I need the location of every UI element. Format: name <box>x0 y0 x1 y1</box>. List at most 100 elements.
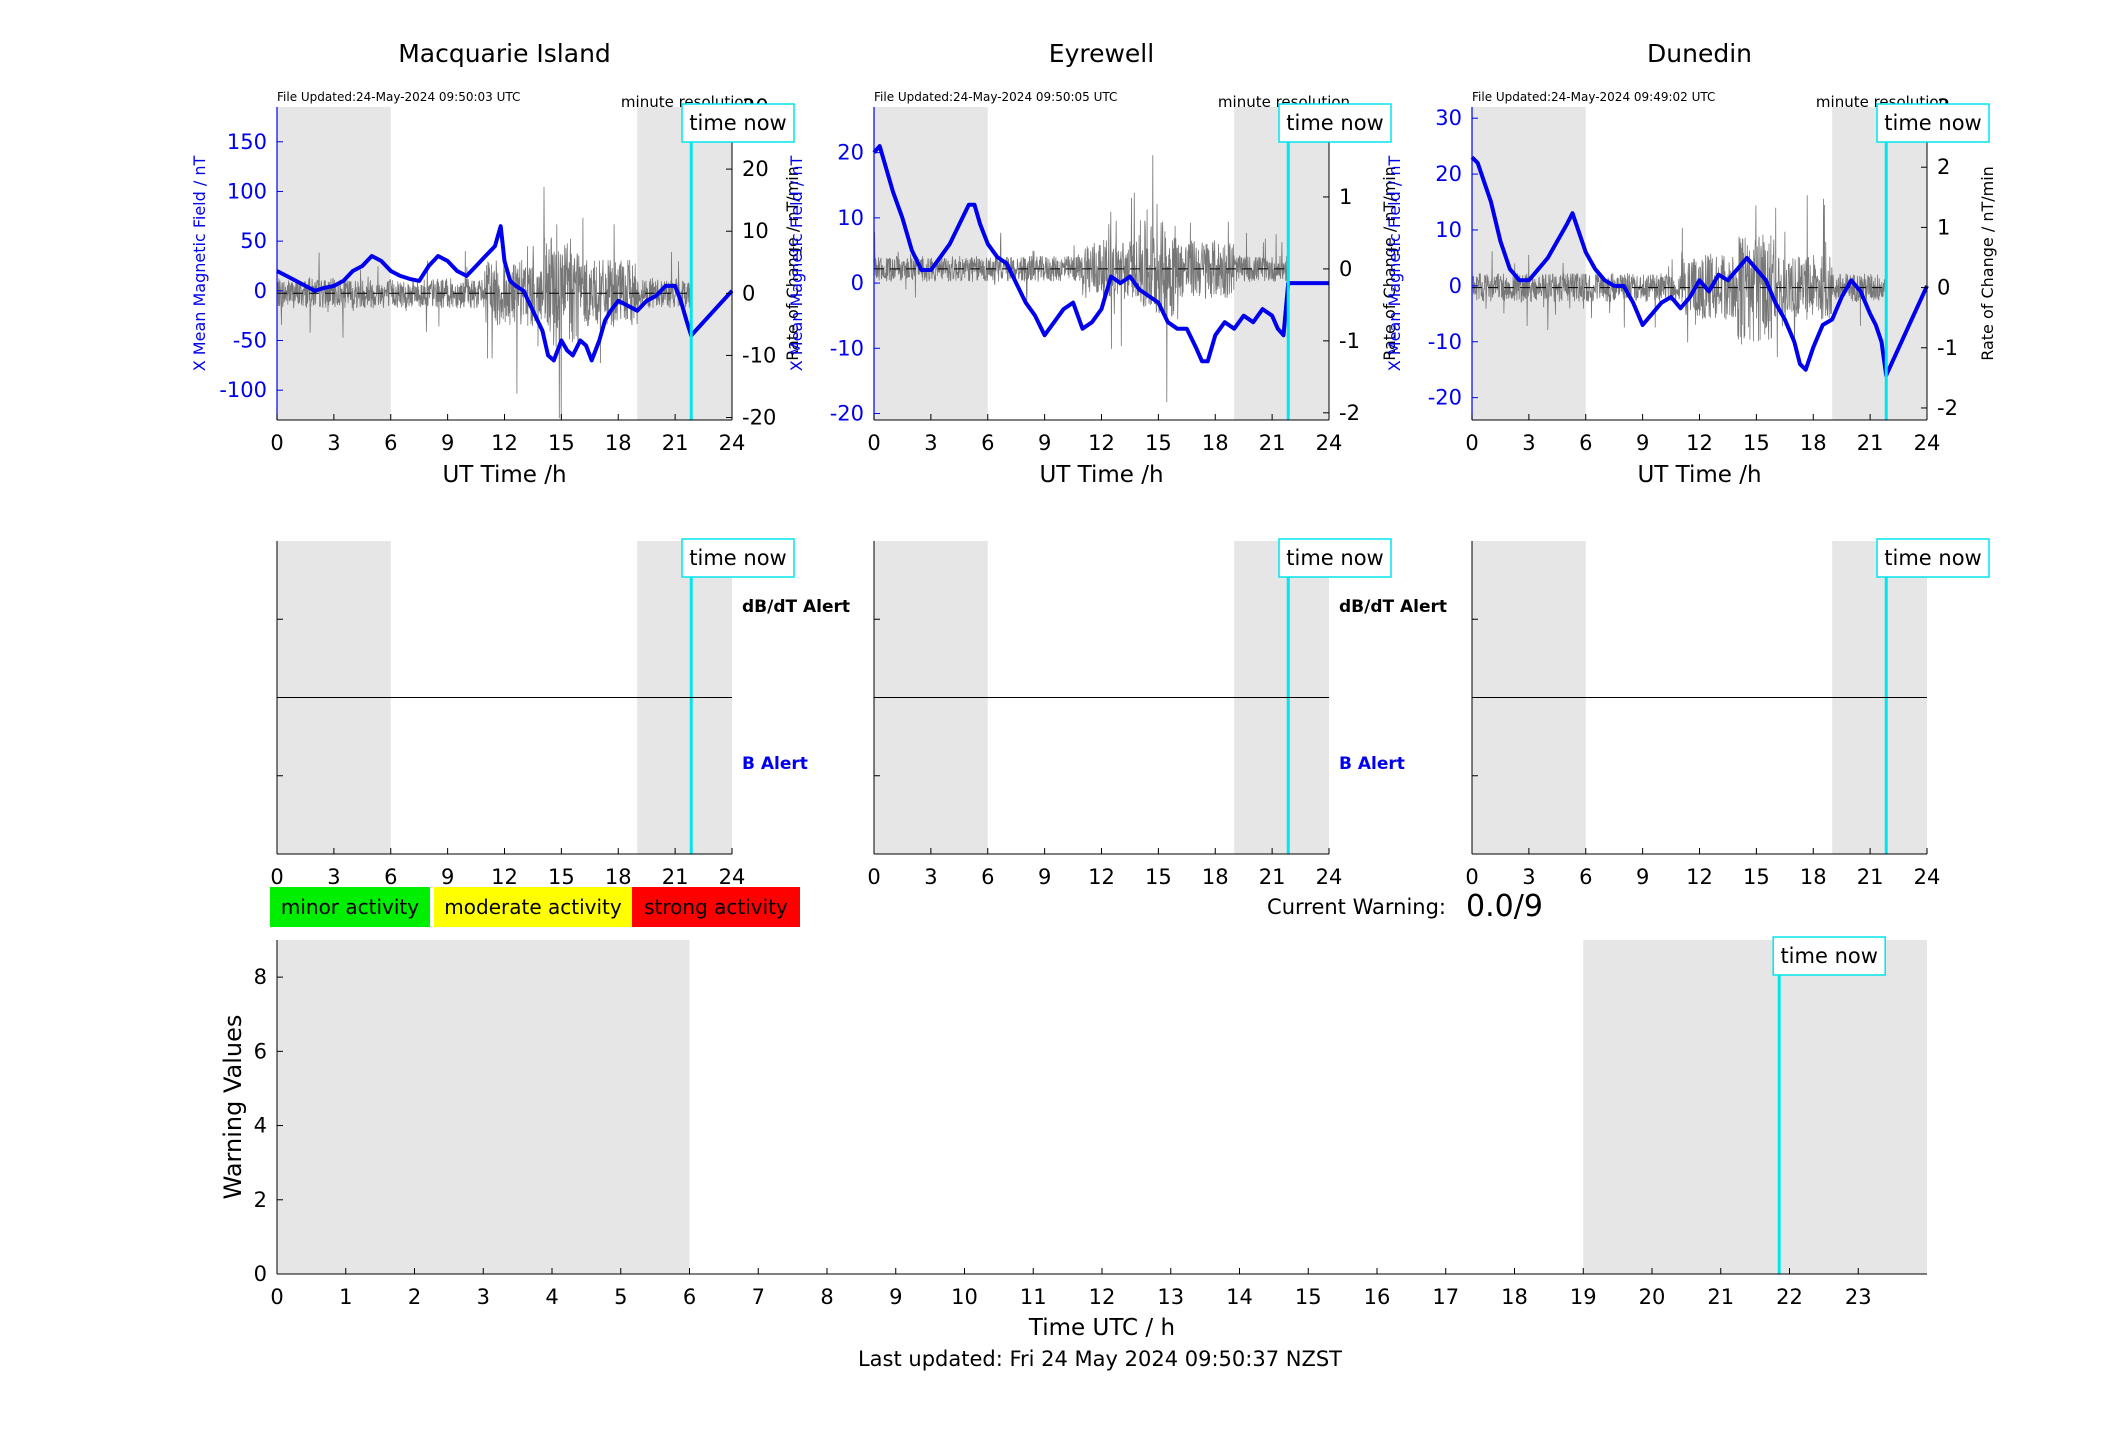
station-0-alert-x-tick-label: 24 <box>719 865 746 889</box>
warning-x-tick-label: 17 <box>1432 1285 1459 1309</box>
warning-night-band <box>1583 940 1927 1274</box>
station-2-field-line <box>1470 155 1929 378</box>
station-1-field-tick-label: 0 <box>851 271 864 295</box>
station-1-rate-trace <box>873 155 1289 403</box>
warning-y-label: Warning Values <box>219 1015 247 1200</box>
station-0-rate-tick-label: 0 <box>742 281 755 305</box>
station-0-x-tick-label: 15 <box>548 431 575 455</box>
station-1-x-tick-label: 18 <box>1202 431 1229 455</box>
legend-minor-swatch <box>270 887 430 927</box>
station-0-field-tick-label: -100 <box>219 378 267 402</box>
station-2-x-tick-label: 3 <box>1522 431 1535 455</box>
station-0-title: Macquarie Island <box>398 39 611 68</box>
warning-x-tick-label: 12 <box>1089 1285 1116 1309</box>
station-2-x-label: UT Time /h <box>1637 462 1761 488</box>
station-0-time-now-label: time now <box>689 111 786 135</box>
station-0-field-tick-label: 150 <box>227 130 267 154</box>
station-0-alert-x-tick-label: 9 <box>441 865 454 889</box>
station-2-alert-x-tick-label: 24 <box>1914 865 1941 889</box>
station-2-time-now-label: time now <box>1884 111 1981 135</box>
legend-moderate-label: moderate activity <box>444 895 622 919</box>
warning-x-tick-label: 7 <box>752 1285 765 1309</box>
station-0-alert-x-tick-label: 15 <box>548 865 575 889</box>
warning-y-tick-label: 0 <box>254 1262 267 1286</box>
station-0-field-tick-label: -50 <box>233 329 267 353</box>
station-1-rate-tick-label: 1 <box>1339 185 1352 209</box>
warning-y-tick-label: 8 <box>254 965 267 989</box>
station-1-x-tick-label: 3 <box>924 431 937 455</box>
warning-x-tick-label: 22 <box>1776 1285 1803 1309</box>
station-0-field-tick-label: 100 <box>227 179 267 203</box>
station-2-alert-x-tick-label: 21 <box>1857 865 1884 889</box>
station-2-field-tick-label: 20 <box>1435 162 1462 186</box>
station-0-x-tick-label: 3 <box>327 431 340 455</box>
station-1-x-tick-label: 0 <box>867 431 880 455</box>
station-0-alert-time-now-label: time now <box>689 546 786 570</box>
station-2-field-tick-label: 0 <box>1449 274 1462 298</box>
warning-x-tick-label: 13 <box>1157 1285 1184 1309</box>
warning-x-tick-label: 8 <box>820 1285 833 1309</box>
station-0-rate-tick-label: 10 <box>742 219 769 243</box>
station-0-rate-trace <box>276 186 692 419</box>
station-2-x-tick-label: 0 <box>1465 431 1478 455</box>
footer-last-updated: Last updated: Fri 24 May 2024 09:50:37 N… <box>858 1347 1342 1371</box>
station-0-alert-x-tick-label: 12 <box>491 865 518 889</box>
station-1-rate-tick-label: -1 <box>1339 329 1360 353</box>
station-1-y-label-right: Rate of Change / nT/min <box>1380 166 1399 361</box>
station-2-rate-trace <box>1471 195 1887 358</box>
station-0-x-tick-label: 9 <box>441 431 454 455</box>
station-1-b-alert: B Alert <box>1339 754 1405 774</box>
warning-x-tick-label: 0 <box>270 1285 283 1309</box>
station-0-x-tick-label: 21 <box>662 431 689 455</box>
station-0-field-tick-label: 0 <box>254 279 267 303</box>
station-1-x-tick-label: 9 <box>1038 431 1051 455</box>
station-2-night-band <box>1832 107 1927 420</box>
station-1-field-tick-label: 10 <box>837 206 864 230</box>
station-2-file-updated: File Updated:24-May-2024 09:49:02 UTC <box>1472 90 1715 104</box>
station-1-x-tick-label: 12 <box>1088 431 1115 455</box>
station-1-alert-x-tick-label: 6 <box>981 865 994 889</box>
station-2-x-tick-label: 21 <box>1857 431 1884 455</box>
station-2-x-tick-label: 18 <box>1800 431 1827 455</box>
station-1-x-tick-label: 6 <box>981 431 994 455</box>
station-1-alert-x-tick-label: 9 <box>1038 865 1051 889</box>
legend-strong-swatch <box>632 887 800 927</box>
station-1-field-tick-label: 20 <box>837 141 864 165</box>
station-0-rate-tick-label: 20 <box>742 157 769 181</box>
station-2-alert-x-tick-label: 3 <box>1522 865 1535 889</box>
warning-x-tick-label: 2 <box>408 1285 421 1309</box>
station-2-y-label-left: X Mean Magnetic Field / nT <box>1385 156 1404 372</box>
station-1-x-label: UT Time /h <box>1039 462 1163 488</box>
station-1-x-tick-label: 21 <box>1259 431 1286 455</box>
station-2-alert-x-tick-label: 12 <box>1686 865 1713 889</box>
station-1-y-label-left: X Mean Magnetic Field / nT <box>787 156 806 372</box>
warning-x-label: Time UTC / h <box>1028 1315 1175 1341</box>
station-1-time-now-label: time now <box>1286 111 1383 135</box>
station-1-field-line <box>872 144 1329 364</box>
station-2-x-tick-label: 24 <box>1914 431 1941 455</box>
warning-x-tick-label: 21 <box>1707 1285 1734 1309</box>
station-2-rate-tick-label: 1 <box>1937 215 1950 239</box>
warning-x-tick-label: 18 <box>1501 1285 1528 1309</box>
station-0-file-updated: File Updated:24-May-2024 09:50:03 UTC <box>277 90 520 104</box>
station-2-x-tick-label: 9 <box>1636 431 1649 455</box>
station-2-field-tick-label: -20 <box>1428 386 1462 410</box>
warning-y-tick-label: 6 <box>254 1039 267 1063</box>
station-0-rate-tick-label: -20 <box>742 406 776 430</box>
station-1-rate-tick-label: 0 <box>1339 257 1352 281</box>
warning-x-tick-label: 23 <box>1845 1285 1872 1309</box>
station-0-y-label-right: Rate of Change / nT/min <box>783 166 802 361</box>
station-0-alert-x-tick-label: 6 <box>384 865 397 889</box>
station-1-alert-x-tick-label: 24 <box>1316 865 1343 889</box>
station-2-x-tick-label: 15 <box>1743 431 1770 455</box>
station-2-alert-x-tick-label: 6 <box>1579 865 1592 889</box>
station-2-rate-tick-label: 0 <box>1937 276 1950 300</box>
station-1-alert-x-tick-label: 18 <box>1202 865 1229 889</box>
current-warning-label: Current Warning: <box>1267 895 1446 919</box>
station-0-field-line <box>276 224 734 363</box>
station-1-file-updated: File Updated:24-May-2024 09:50:05 UTC <box>874 90 1117 104</box>
station-0-night-band <box>277 107 391 420</box>
text-layer: 03691215182124150100500-50-1003020100-10… <box>190 39 1997 1371</box>
station-2-field-tick-label: 30 <box>1435 106 1462 130</box>
